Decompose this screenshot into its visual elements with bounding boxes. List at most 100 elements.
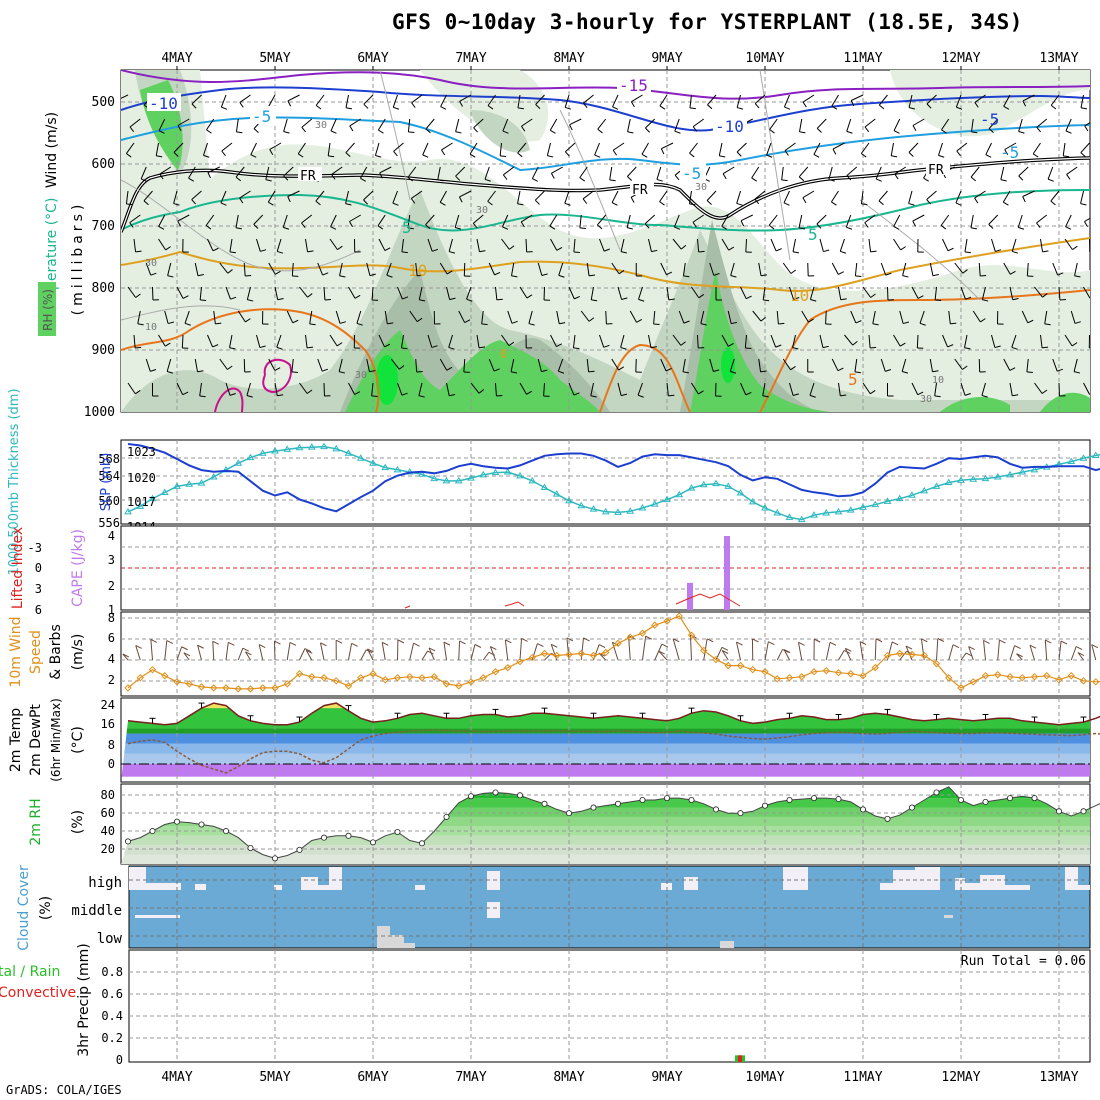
contour-plus15-mid (599, 343, 691, 412)
upper-wind-barb-flag (188, 177, 194, 182)
wind-speed-marker (614, 639, 622, 648)
thick-tick-556: 556 (98, 516, 120, 530)
upper-wind-barb-flag (159, 173, 164, 180)
wind-barb-flag (289, 642, 297, 646)
wind-barb-flag (645, 635, 652, 640)
upper-wind-barb-staff (309, 310, 313, 324)
temp2m-line (127, 702, 1100, 726)
upper-wind-barb-staff (868, 334, 871, 348)
wind-speed-marker (344, 682, 353, 690)
wind-barb-staff (482, 651, 490, 661)
upper-wind-barb-staff (401, 238, 404, 252)
cloud-gridlines (129, 866, 1090, 948)
upper-wind-barb-staff (173, 190, 178, 204)
upper-wind-barb-staff (393, 142, 404, 152)
upper-wind-barb-staff (1018, 166, 1029, 177)
upper-wind-barb-flag (1009, 367, 1016, 371)
bottom-date-label: 5MAY (259, 1070, 290, 1085)
upper-wind-barb-flag (837, 367, 844, 372)
upper-wind-barb-staff (766, 142, 772, 156)
upper-wind-barb-flag (229, 251, 236, 254)
upper-wind-barb-staff (158, 238, 166, 251)
upper-wind-barb-flag (229, 393, 236, 396)
wind-speed-marker (1055, 676, 1063, 684)
upper-wind-barb-staff (893, 238, 901, 251)
upper-wind-barb-staff (721, 214, 729, 227)
upper-wind-barb-staff (191, 190, 202, 200)
upper-wind-barb-flag (588, 317, 595, 322)
precip-ticks: 0.8 0.6 0.4 0.2 0 (101, 965, 123, 1067)
upper-wind-barb-flag (349, 125, 354, 132)
upper-wind-barb-flag (250, 154, 257, 158)
upper-wind-barb-flag (590, 395, 597, 398)
upper-wind-barb-staff (782, 358, 791, 371)
top-date-label: 7MAY (455, 51, 486, 66)
wind-barb-staff (764, 641, 769, 661)
upper-wind-barb-staff (191, 94, 202, 105)
rh-marker (688, 797, 695, 804)
wind-barb-staff (874, 638, 877, 661)
top-date-label: 9MAY (651, 51, 682, 66)
upper-wind-barb-staff (908, 190, 913, 204)
upper-wind-barb-flag (134, 390, 141, 395)
upper-wind-barb-flag (439, 201, 446, 206)
cloud-clear-block (1078, 885, 1090, 890)
upper-wind-barb-staff (400, 334, 404, 348)
upper-wind-barbs (121, 94, 1090, 398)
upper-wind-barb-staff (580, 310, 590, 322)
upper-wind-barb-flag (985, 154, 992, 158)
upper-wind-barb-flag (612, 149, 617, 156)
upper-wind-barb-flag (550, 129, 556, 134)
upper-wind-barb-flag (778, 322, 785, 325)
upper-wind-barb-flag (458, 196, 463, 203)
upper-wind-barb-flag (307, 346, 314, 349)
upper-wind-barb-staff (329, 238, 338, 250)
thickness-marker (932, 482, 941, 489)
upper-wind-barb-staff (511, 262, 515, 276)
upper-wind-barb-staff (572, 334, 576, 348)
upper-wind-barb-flag (287, 100, 292, 107)
li-tick-m3: -3 (28, 541, 42, 555)
upper-wind-barb-staff (235, 166, 245, 178)
wind-speed-marker (381, 676, 389, 684)
upper-wind-barb-flag (283, 131, 290, 134)
upper-wind-barb-staff (762, 286, 766, 300)
cloud-clear-blocks (129, 867, 1090, 918)
upper-wind-barb-staff (283, 118, 288, 132)
upper-wind-barb-staff (754, 94, 766, 104)
wind-speed-marker (504, 663, 512, 672)
wind-barb-staff (1070, 646, 1077, 661)
upper-wind-barb-flag (484, 178, 491, 182)
upper-wind-barb-flag (719, 155, 726, 158)
upper-wind-barb-flag (855, 320, 862, 324)
upper-wind-barb-flag (156, 155, 163, 158)
upper-wind-barb-staff (844, 334, 854, 346)
cape-bar (687, 582, 693, 610)
precip-frame (128, 949, 1091, 1063)
upper-wind-barb-flag (292, 319, 299, 324)
upper-wind-barb-flag (164, 342, 171, 347)
wind-barb-staff (936, 638, 939, 661)
upper-wind-barb-flag (754, 103, 760, 109)
upper-wind-barb-staff (411, 190, 423, 199)
upper-wind-barb-staff (1026, 358, 1029, 372)
upper-wind-barb-flag (902, 371, 909, 374)
temp-tick-0: 0 (108, 757, 115, 771)
upper-wind-barb-flag (784, 106, 791, 110)
upper-wind-barb-staff (860, 142, 870, 154)
cloud-clear-block (135, 915, 180, 918)
thickness-marker (332, 444, 341, 452)
upper-wind-barb-staff (569, 118, 582, 126)
wind-barb-staff (736, 641, 741, 661)
thickness-marker (601, 507, 610, 515)
upper-wind-barb-staff (1084, 217, 1090, 222)
contour-plus15-west (121, 308, 380, 412)
thickness-marker (699, 480, 708, 488)
upper-wind-barb-staff (225, 382, 231, 396)
thickness-line (127, 445, 1100, 521)
upper-wind-barb-flag (315, 104, 322, 110)
upper-wind-barb-staff (329, 334, 338, 347)
upper-wind-barb-flag (511, 275, 518, 278)
li-tick-3: 3 (35, 582, 42, 596)
upper-wind-barb-staff (125, 190, 129, 204)
